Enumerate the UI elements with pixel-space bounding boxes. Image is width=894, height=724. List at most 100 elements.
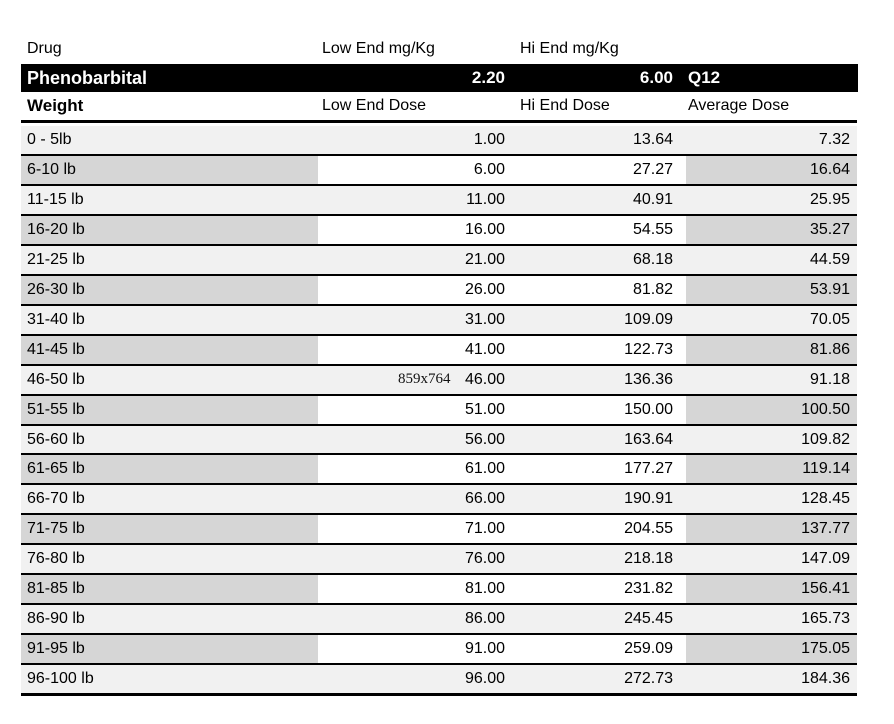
low-end-dose-cell: 21.00	[464, 250, 505, 268]
hi-end-mgkg-header: Hi End mg/Kg	[520, 40, 619, 57]
weight-cell: 46-50 lb	[27, 370, 85, 388]
hi-end-dose-cell: 54.55	[510, 215, 686, 244]
weight-cell: 91-95 lb	[21, 635, 318, 664]
low-end-dose-cell: 81.00	[318, 575, 510, 604]
dose-table-row: 51-55 lb 51.00 150.00 100.50	[21, 395, 857, 426]
average-dose-cell: 25.95	[809, 190, 850, 208]
weight-cell: 71-75 lb	[21, 515, 318, 544]
hi-end-dose-cell: 150.00	[510, 395, 686, 424]
average-dose-cell: 184.36	[801, 670, 850, 688]
hi-end-dose-cell: 231.82	[510, 575, 686, 604]
drug-row: Phenobarbital 2.20 6.00 Q12	[21, 64, 858, 92]
low-end-dose-cell: 46.00	[464, 370, 505, 388]
dose-table: 0 - 5lb 1.00 13.64 7.32 6-10 lb 6.00 27.…	[21, 126, 857, 697]
low-end-dose-cell: 26.00	[318, 275, 510, 304]
average-dose-cell: 156.41	[686, 575, 857, 604]
hi-end-dose-cell: 122.73	[510, 335, 686, 364]
weight-cell: 0 - 5lb	[27, 130, 72, 148]
hi-end-dose-cell: 13.64	[632, 130, 673, 148]
dose-table-row: 96-100 lb 96.00 272.73 184.36	[21, 665, 857, 697]
dose-table-row: 56-60 lb 56.00 163.64 109.82	[21, 425, 857, 456]
low-end-dose-cell: 56.00	[464, 430, 505, 448]
hi-end-dose-cell: 218.18	[624, 550, 673, 568]
dose-table-row: 31-40 lb 31.00 109.09 70.05	[21, 305, 857, 336]
low-end-dose-cell: 16.00	[318, 215, 510, 244]
average-dose-cell: 44.59	[809, 250, 850, 268]
weight-cell: 76-80 lb	[27, 550, 85, 568]
dose-table-row: 46-50 lb 46.00 136.36 91.18	[21, 365, 857, 396]
low-end-dose-header: Low End Dose	[322, 97, 427, 114]
dose-table-row: 91-95 lb 91.00 259.09 175.05	[21, 635, 857, 666]
hi-end-dose-cell: 136.36	[624, 370, 673, 388]
weight-cell: 11-15 lb	[27, 190, 84, 208]
hi-end-dose-header: Hi End Dose	[520, 97, 610, 114]
low-end-dose-cell: 76.00	[464, 550, 505, 568]
hi-end-dose-cell: 190.91	[624, 490, 673, 508]
dose-header-row: Weight Low End Dose Hi End Dose Average …	[21, 92, 857, 123]
low-end-mgkg-header: Low End mg/Kg	[322, 40, 435, 57]
hi-end-dose-cell: 272.73	[624, 670, 673, 688]
hi-end-dose-cell: 81.82	[510, 275, 686, 304]
low-end-dose-cell: 96.00	[464, 670, 505, 688]
average-dose-cell: 35.27	[686, 215, 857, 244]
weight-cell: 51-55 lb	[21, 395, 318, 424]
weight-cell: 66-70 lb	[27, 490, 85, 508]
low-end-dose-cell: 51.00	[318, 395, 510, 424]
weight-cell: 61-65 lb	[21, 455, 318, 484]
average-dose-cell: 81.86	[686, 335, 857, 364]
drug-header-spacer	[686, 36, 857, 62]
hi-end-dose-cell: 109.09	[624, 310, 673, 328]
drug-frequency: Q12	[688, 68, 721, 87]
weight-cell: 26-30 lb	[21, 275, 318, 304]
average-dose-header: Average Dose	[688, 97, 790, 114]
average-dose-cell: 7.32	[818, 130, 850, 148]
low-end-dose-cell: 11.00	[466, 190, 505, 208]
average-dose-cell: 137.77	[686, 515, 857, 544]
drug-column-header: Drug	[27, 40, 62, 57]
average-dose-cell: 175.05	[686, 635, 857, 664]
drug-name: Phenobarbital	[27, 67, 148, 88]
average-dose-cell: 70.05	[809, 310, 850, 328]
dimension-watermark: 859x764	[398, 371, 451, 387]
low-end-dose-cell: 66.00	[464, 490, 505, 508]
dose-table-row: 66-70 lb 66.00 190.91 128.45	[21, 485, 857, 516]
low-end-dose-cell: 86.00	[464, 610, 505, 628]
weight-cell: 6-10 lb	[21, 155, 318, 184]
dose-table-row: 71-75 lb 71.00 204.55 137.77	[21, 515, 857, 546]
dose-table-row: 61-65 lb 61.00 177.27 119.14	[21, 455, 857, 486]
hi-end-dose-cell: 163.64	[624, 430, 673, 448]
dose-table-row: 86-90 lb 86.00 245.45 165.73	[21, 605, 857, 636]
drug-hi-end-mgkg-value: 6.00	[639, 68, 673, 87]
low-end-dose-cell: 71.00	[318, 515, 510, 544]
average-dose-cell: 16.64	[686, 155, 857, 184]
dose-table-row: 11-15 lb 11.00 40.91 25.95	[21, 185, 857, 216]
average-dose-cell: 100.50	[686, 395, 857, 424]
hi-end-dose-cell: 40.91	[632, 190, 673, 208]
weight-cell: 31-40 lb	[27, 310, 85, 328]
hi-end-dose-cell: 245.45	[624, 610, 673, 628]
drug-low-end-mgkg-value: 2.20	[471, 68, 505, 87]
dose-table-row: 6-10 lb 6.00 27.27 16.64	[21, 155, 857, 186]
average-dose-cell: 147.09	[801, 550, 850, 568]
dose-table-row: 0 - 5lb 1.00 13.64 7.32	[21, 126, 857, 156]
weight-cell: 16-20 lb	[21, 215, 318, 244]
dose-table-row: 16-20 lb 16.00 54.55 35.27	[21, 215, 857, 246]
weight-cell: 21-25 lb	[27, 250, 85, 268]
average-dose-cell: 91.18	[809, 370, 850, 388]
low-end-dose-cell: 1.00	[473, 130, 505, 148]
low-end-dose-cell: 41.00	[318, 335, 510, 364]
average-dose-cell: 109.82	[801, 430, 850, 448]
weight-cell: 56-60 lb	[27, 430, 85, 448]
low-end-dose-cell: 61.00	[318, 455, 510, 484]
weight-cell: 81-85 lb	[21, 575, 318, 604]
weight-cell: 96-100 lb	[27, 670, 94, 688]
dose-table-row: 26-30 lb 26.00 81.82 53.91	[21, 275, 857, 306]
low-end-dose-cell: 6.00	[318, 155, 510, 184]
hi-end-dose-cell: 68.18	[632, 250, 673, 268]
average-dose-cell: 165.73	[801, 610, 850, 628]
dose-table-row: 81-85 lb 81.00 231.82 156.41	[21, 575, 857, 606]
drug-header-row: Drug Low End mg/Kg Hi End mg/Kg	[21, 36, 857, 62]
hi-end-dose-cell: 259.09	[510, 635, 686, 664]
dose-table-row: 21-25 lb 21.00 68.18 44.59	[21, 245, 857, 276]
